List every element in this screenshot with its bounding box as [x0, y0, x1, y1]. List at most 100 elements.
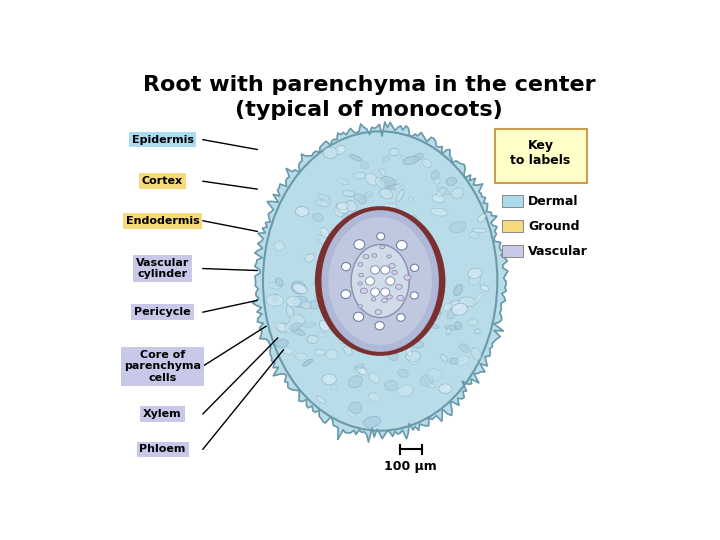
Ellipse shape	[297, 207, 305, 215]
Ellipse shape	[348, 376, 362, 388]
Ellipse shape	[397, 369, 408, 377]
Ellipse shape	[293, 296, 307, 307]
Ellipse shape	[423, 159, 431, 167]
Ellipse shape	[334, 206, 345, 217]
Ellipse shape	[451, 188, 464, 199]
Ellipse shape	[467, 319, 478, 326]
Ellipse shape	[387, 350, 398, 361]
Ellipse shape	[359, 199, 366, 204]
Ellipse shape	[449, 300, 463, 310]
Text: Dermal: Dermal	[528, 195, 579, 208]
Ellipse shape	[405, 351, 420, 362]
Text: Vascular: Vascular	[528, 245, 588, 258]
Ellipse shape	[284, 322, 297, 333]
Ellipse shape	[381, 266, 390, 274]
Ellipse shape	[440, 354, 448, 362]
Ellipse shape	[382, 298, 387, 302]
Ellipse shape	[386, 277, 395, 285]
Ellipse shape	[337, 202, 348, 210]
Ellipse shape	[346, 201, 357, 212]
Ellipse shape	[363, 254, 369, 259]
Ellipse shape	[384, 380, 397, 391]
Ellipse shape	[319, 320, 330, 331]
Ellipse shape	[469, 232, 479, 238]
Ellipse shape	[406, 346, 412, 356]
Ellipse shape	[364, 192, 372, 198]
Ellipse shape	[446, 328, 451, 335]
Ellipse shape	[278, 323, 289, 333]
Ellipse shape	[387, 295, 392, 299]
Ellipse shape	[382, 203, 394, 212]
Ellipse shape	[290, 323, 301, 331]
Ellipse shape	[295, 353, 307, 360]
Ellipse shape	[312, 213, 323, 221]
Ellipse shape	[336, 203, 348, 213]
Ellipse shape	[380, 177, 395, 187]
Ellipse shape	[389, 264, 395, 268]
Ellipse shape	[338, 178, 349, 185]
Ellipse shape	[341, 290, 351, 299]
Ellipse shape	[438, 384, 452, 393]
Ellipse shape	[400, 156, 413, 163]
Ellipse shape	[292, 328, 305, 335]
Ellipse shape	[450, 358, 459, 364]
Ellipse shape	[480, 285, 489, 291]
Polygon shape	[253, 122, 508, 442]
Ellipse shape	[410, 264, 418, 272]
Ellipse shape	[335, 145, 346, 154]
Ellipse shape	[366, 173, 378, 185]
Ellipse shape	[379, 245, 384, 249]
Ellipse shape	[410, 292, 418, 299]
Ellipse shape	[315, 349, 325, 355]
Ellipse shape	[468, 268, 482, 279]
Ellipse shape	[397, 385, 413, 396]
Ellipse shape	[318, 194, 330, 200]
Ellipse shape	[410, 215, 417, 220]
Ellipse shape	[387, 185, 402, 189]
Ellipse shape	[371, 266, 379, 274]
Text: Vascular
cylinder: Vascular cylinder	[136, 258, 189, 279]
Ellipse shape	[446, 177, 456, 185]
Ellipse shape	[387, 255, 391, 258]
Ellipse shape	[390, 179, 397, 184]
FancyBboxPatch shape	[502, 245, 523, 258]
Ellipse shape	[324, 213, 436, 349]
Ellipse shape	[397, 295, 404, 301]
Ellipse shape	[420, 375, 433, 387]
Ellipse shape	[266, 295, 284, 306]
Ellipse shape	[426, 383, 435, 388]
Ellipse shape	[472, 348, 482, 360]
Ellipse shape	[275, 278, 283, 287]
Ellipse shape	[354, 194, 366, 202]
FancyBboxPatch shape	[502, 195, 523, 207]
Ellipse shape	[359, 273, 364, 277]
Text: Cortex: Cortex	[142, 176, 183, 186]
Ellipse shape	[313, 281, 323, 285]
Text: Epidermis: Epidermis	[132, 134, 194, 145]
Text: Root with parenchyma in the center
(typical of monocots): Root with parenchyma in the center (typi…	[143, 75, 595, 120]
Ellipse shape	[273, 294, 278, 301]
Ellipse shape	[342, 214, 350, 220]
Ellipse shape	[276, 340, 288, 347]
Ellipse shape	[454, 285, 462, 296]
Ellipse shape	[283, 348, 293, 354]
Ellipse shape	[396, 190, 404, 202]
Ellipse shape	[451, 303, 467, 315]
Ellipse shape	[301, 302, 312, 308]
Ellipse shape	[289, 315, 305, 326]
Ellipse shape	[375, 321, 384, 330]
Ellipse shape	[403, 156, 419, 165]
Ellipse shape	[431, 171, 439, 180]
Ellipse shape	[308, 300, 322, 309]
Ellipse shape	[342, 191, 355, 197]
Ellipse shape	[408, 359, 419, 364]
Ellipse shape	[459, 344, 469, 352]
Ellipse shape	[431, 308, 441, 315]
Ellipse shape	[382, 156, 390, 163]
Ellipse shape	[302, 323, 316, 327]
Ellipse shape	[473, 293, 483, 304]
FancyBboxPatch shape	[502, 220, 523, 232]
Ellipse shape	[287, 296, 301, 307]
Ellipse shape	[316, 295, 321, 304]
Ellipse shape	[275, 322, 286, 331]
